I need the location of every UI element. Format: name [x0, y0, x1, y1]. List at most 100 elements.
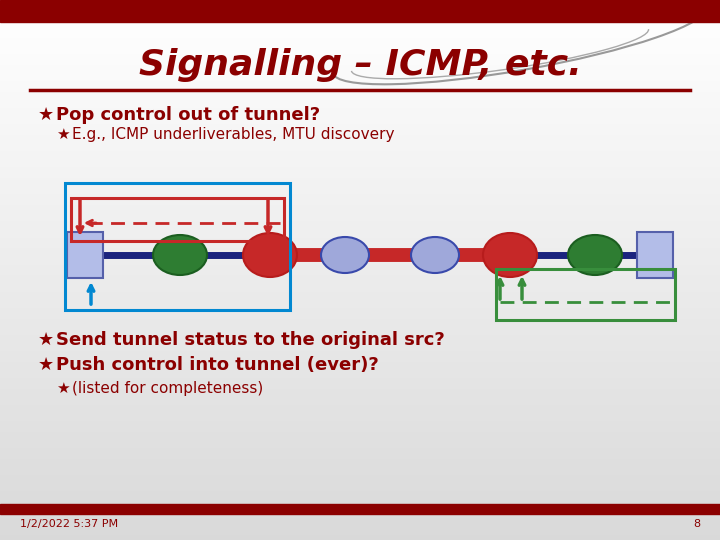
Text: (listed for completeness): (listed for completeness): [72, 381, 264, 395]
Bar: [0, 275, 720, 281]
Bar: [0, 454, 720, 459]
Bar: [0, 59, 720, 65]
Bar: [0, 189, 720, 194]
Bar: [0, 38, 720, 43]
Bar: [0, 486, 720, 491]
Bar: [0, 313, 720, 319]
Text: ★: ★: [38, 331, 54, 349]
Bar: [0, 0, 720, 22]
Bar: [496, 269, 675, 320]
Bar: [0, 329, 720, 335]
Bar: [0, 286, 720, 292]
Bar: [0, 410, 720, 416]
Bar: [0, 108, 720, 113]
Bar: [0, 389, 720, 394]
Bar: [0, 497, 720, 502]
Bar: [0, 70, 720, 76]
Bar: [0, 524, 720, 529]
Bar: [0, 491, 720, 497]
Bar: [0, 502, 720, 508]
Bar: [0, 518, 720, 524]
Bar: [65, 183, 290, 310]
Bar: [0, 416, 720, 421]
Bar: [0, 432, 720, 437]
Bar: [0, 319, 720, 324]
Bar: [0, 394, 720, 400]
Bar: [0, 292, 720, 297]
Bar: [0, 351, 720, 356]
Bar: [0, 504, 720, 514]
Ellipse shape: [568, 235, 622, 275]
Bar: [0, 464, 720, 470]
Bar: [0, 130, 720, 135]
Bar: [637, 232, 673, 278]
Bar: [0, 378, 720, 383]
Bar: [0, 470, 720, 475]
Bar: [0, 113, 720, 119]
Text: Push control into tunnel (ever)?: Push control into tunnel (ever)?: [56, 356, 379, 374]
Bar: [0, 5, 720, 11]
Bar: [0, 103, 720, 108]
Bar: [0, 481, 720, 486]
Bar: [0, 49, 720, 54]
Bar: [0, 76, 720, 81]
Text: ★: ★: [56, 381, 70, 395]
Text: Send tunnel status to the original src?: Send tunnel status to the original src?: [56, 331, 445, 349]
Bar: [67, 232, 103, 278]
Bar: [0, 135, 720, 140]
Bar: [0, 22, 720, 27]
Text: ★: ★: [38, 106, 54, 124]
Bar: [0, 0, 720, 5]
Bar: [0, 270, 720, 275]
Bar: [0, 11, 720, 16]
Bar: [0, 97, 720, 103]
Bar: [0, 184, 720, 189]
Bar: [0, 194, 720, 200]
Bar: [0, 151, 720, 157]
Bar: [0, 238, 720, 243]
Ellipse shape: [483, 233, 537, 277]
Bar: [0, 221, 720, 227]
Bar: [0, 232, 720, 238]
Bar: [0, 346, 720, 351]
Bar: [0, 281, 720, 286]
Bar: [0, 529, 720, 535]
Bar: [0, 373, 720, 378]
Bar: [0, 302, 720, 308]
Bar: [0, 92, 720, 97]
Bar: [0, 32, 720, 38]
Bar: [0, 167, 720, 173]
Ellipse shape: [243, 233, 297, 277]
Bar: [0, 205, 720, 211]
Bar: [0, 243, 720, 248]
Bar: [0, 513, 720, 518]
Bar: [0, 459, 720, 464]
Bar: [0, 475, 720, 481]
Bar: [0, 227, 720, 232]
Bar: [0, 405, 720, 410]
Bar: [0, 367, 720, 373]
Ellipse shape: [411, 237, 459, 273]
Bar: [0, 448, 720, 454]
Bar: [0, 119, 720, 124]
Bar: [0, 297, 720, 302]
Bar: [0, 400, 720, 405]
Bar: [0, 65, 720, 70]
Bar: [0, 324, 720, 329]
Text: 1/2/2022 5:37 PM: 1/2/2022 5:37 PM: [20, 519, 118, 529]
Text: ★: ★: [56, 126, 70, 141]
Bar: [0, 308, 720, 313]
Bar: [0, 162, 720, 167]
Text: Signalling – ICMP, etc.: Signalling – ICMP, etc.: [138, 48, 582, 82]
Bar: [0, 81, 720, 86]
Bar: [0, 356, 720, 362]
Bar: [0, 362, 720, 367]
Bar: [0, 140, 720, 146]
Text: E.g., ICMP underliverables, MTU discovery: E.g., ICMP underliverables, MTU discover…: [72, 126, 395, 141]
Bar: [0, 27, 720, 32]
Bar: [0, 200, 720, 205]
Bar: [0, 508, 720, 513]
Bar: [0, 16, 720, 22]
Bar: [0, 259, 720, 265]
Text: Pop control out of tunnel?: Pop control out of tunnel?: [56, 106, 320, 124]
